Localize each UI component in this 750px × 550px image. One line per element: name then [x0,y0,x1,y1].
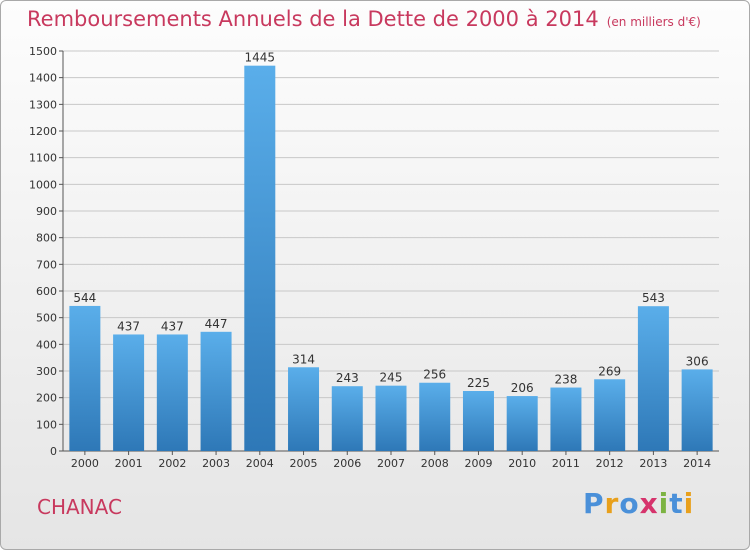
bar-2004 [244,65,276,452]
y-tick-label: 500 [36,312,57,325]
chart-unit: (en milliers d'€) [606,15,701,29]
data-label-2011: 238 [554,373,577,387]
commune-name: CHANAC [37,495,122,519]
y-tick-label: 100 [36,418,57,431]
chart-title-text: Remboursements Annuels de la Dette de 20… [27,7,599,31]
data-label-2010: 206 [511,381,534,395]
x-tick-label-2004: 2004 [246,457,274,470]
bar-2001 [113,334,145,451]
logo-letter: r [604,487,620,520]
x-tick-label-2000: 2000 [71,457,99,470]
bar-2003 [200,331,232,451]
data-label-2005: 314 [292,352,315,366]
x-tick-label-2005: 2005 [290,457,318,470]
bar-2010 [506,396,538,451]
data-label-2009: 225 [467,376,490,390]
y-tick-label: 300 [36,365,57,378]
bar-2006 [331,386,363,451]
bar-2008 [419,382,451,451]
x-tick-label-2010: 2010 [508,457,536,470]
x-tick-label-2011: 2011 [552,457,580,470]
data-label-2007: 245 [380,371,403,385]
x-tick-label-2014: 2014 [683,457,711,470]
bar-2011 [550,387,582,451]
logo-letter: x [639,487,659,520]
chart-title: Remboursements Annuels de la Dette de 20… [27,7,701,31]
bar-2007 [375,385,407,451]
data-label-2000: 544 [73,291,96,305]
data-label-2001: 437 [117,319,140,333]
y-tick-label: 1100 [29,152,57,165]
x-tick-label-2008: 2008 [421,457,449,470]
data-label-2004: 1445 [245,51,276,65]
y-tick-label: 900 [36,205,57,218]
bars [69,65,713,452]
x-tick-label-2003: 2003 [202,457,230,470]
axes: 0 100 200 300 400 500 600 700 800 900 1000 1100 1200… [29,45,719,470]
y-tick-label: 600 [36,285,57,298]
x-tick-label-2006: 2006 [333,457,361,470]
bar-2005 [288,367,320,451]
x-tick-label-2012: 2012 [596,457,624,470]
logo-letter: o [619,487,640,520]
y-tick-label: 700 [36,258,57,271]
y-tick-label: 400 [36,338,57,351]
x-tick-label-2013: 2013 [639,457,667,470]
proxiti-logo: Proxiti [583,487,694,520]
y-tick-label: 1500 [29,45,57,58]
bar-2002 [156,334,188,451]
bar-2014 [681,369,713,451]
data-label-2014: 306 [686,354,709,368]
logo-letter: P [583,487,605,520]
data-labels: 544 437 437 447 1445 314 243 245 256 225 206 238 269… [73,51,708,395]
y-tick-label: 1000 [29,178,57,191]
y-tick-label: 200 [36,392,57,405]
x-tick-label-2009: 2009 [464,457,492,470]
logo-letter: i [683,487,695,520]
x-tick-label-2001: 2001 [115,457,143,470]
y-tick-label: 1200 [29,125,57,138]
data-label-2002: 437 [161,319,184,333]
logo-letter: i [658,487,670,520]
data-label-2008: 256 [423,368,446,382]
x-tick-label-2007: 2007 [377,457,405,470]
data-label-2012: 269 [598,364,621,378]
bar-2013 [637,306,669,451]
y-tick-label: 1300 [29,98,57,111]
bar-2012 [594,379,626,451]
bar-2000 [69,305,101,451]
y-tick-label: 0 [50,445,57,458]
logo-letter: t [669,487,684,520]
data-label-2003: 447 [205,317,228,331]
data-label-2006: 243 [336,371,359,385]
y-tick-label: 800 [36,232,57,245]
x-tick-label-2002: 2002 [158,457,186,470]
data-label-2013: 543 [642,291,665,305]
y-tick-label: 1400 [29,72,57,85]
bar-2009 [462,391,494,451]
